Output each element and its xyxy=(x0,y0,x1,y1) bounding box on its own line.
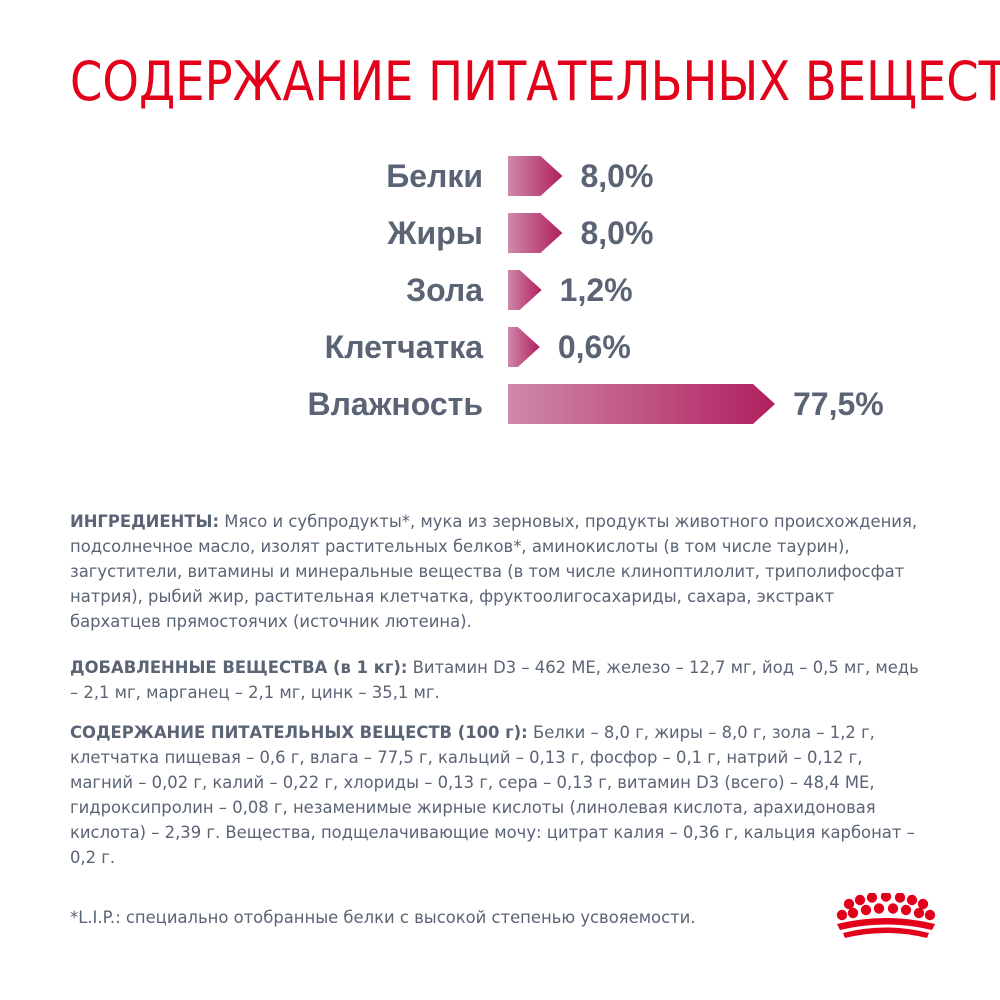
category-label: Зола xyxy=(406,272,483,308)
category-label: Белки xyxy=(386,158,483,194)
category-label: Жиры xyxy=(387,215,483,251)
additives-body: Витамин D3 – 462 МЕ, железо – 12,7 мг, й… xyxy=(70,658,919,702)
bar xyxy=(508,384,775,424)
ingredients-label: ИНГРЕДИЕНТЫ: xyxy=(70,512,220,531)
nutrients-body: Белки – 8,0 г, жиры – 8,0 г, зола – 1,2 … xyxy=(70,723,915,867)
royal-canin-crown-icon xyxy=(836,893,936,938)
value-label: 77,5% xyxy=(793,386,884,422)
value-label: 1,2% xyxy=(560,272,633,308)
bar xyxy=(508,327,540,367)
bar xyxy=(508,213,563,253)
nutrients-text: СОДЕРЖАНИЕ ПИТАТЕЛЬНЫХ ВЕЩЕСТВ (100 г): … xyxy=(70,720,930,870)
category-label: Клетчатка xyxy=(325,329,484,365)
footnote-text: *L.I.P.: специально отобранные белки с в… xyxy=(70,908,696,927)
page-title: СОДЕРЖАНИЕ ПИТАТЕЛЬНЫХ ВЕЩЕСТВ xyxy=(70,50,1000,113)
nutrients-label: СОДЕРЖАНИЕ ПИТАТЕЛЬНЫХ ВЕЩЕСТВ (100 г): xyxy=(70,723,528,742)
value-label: 8,0% xyxy=(580,158,653,194)
ingredients-body: Мясо и субпродукты*, мука из зерновых, п… xyxy=(70,512,918,631)
category-label: Влажность xyxy=(307,386,483,422)
additives-label: ДОБАВЛЕННЫЕ ВЕЩЕСТВА (в 1 кг): xyxy=(70,658,408,677)
value-label: 8,0% xyxy=(580,215,653,251)
value-label: 0,6% xyxy=(558,329,631,365)
additives-text: ДОБАВЛЕННЫЕ ВЕЩЕСТВА (в 1 кг): Витамин D… xyxy=(70,655,930,705)
bar xyxy=(508,270,542,310)
bar xyxy=(508,156,563,196)
nutrient-bar-chart: Белки 8,0% Жиры 8,0% Зола 1,2% Клетчатка 0,6% Вл… xyxy=(307,156,884,424)
ingredients-text: ИНГРЕДИЕНТЫ: Мясо и субпродукты*, мука и… xyxy=(70,509,930,634)
